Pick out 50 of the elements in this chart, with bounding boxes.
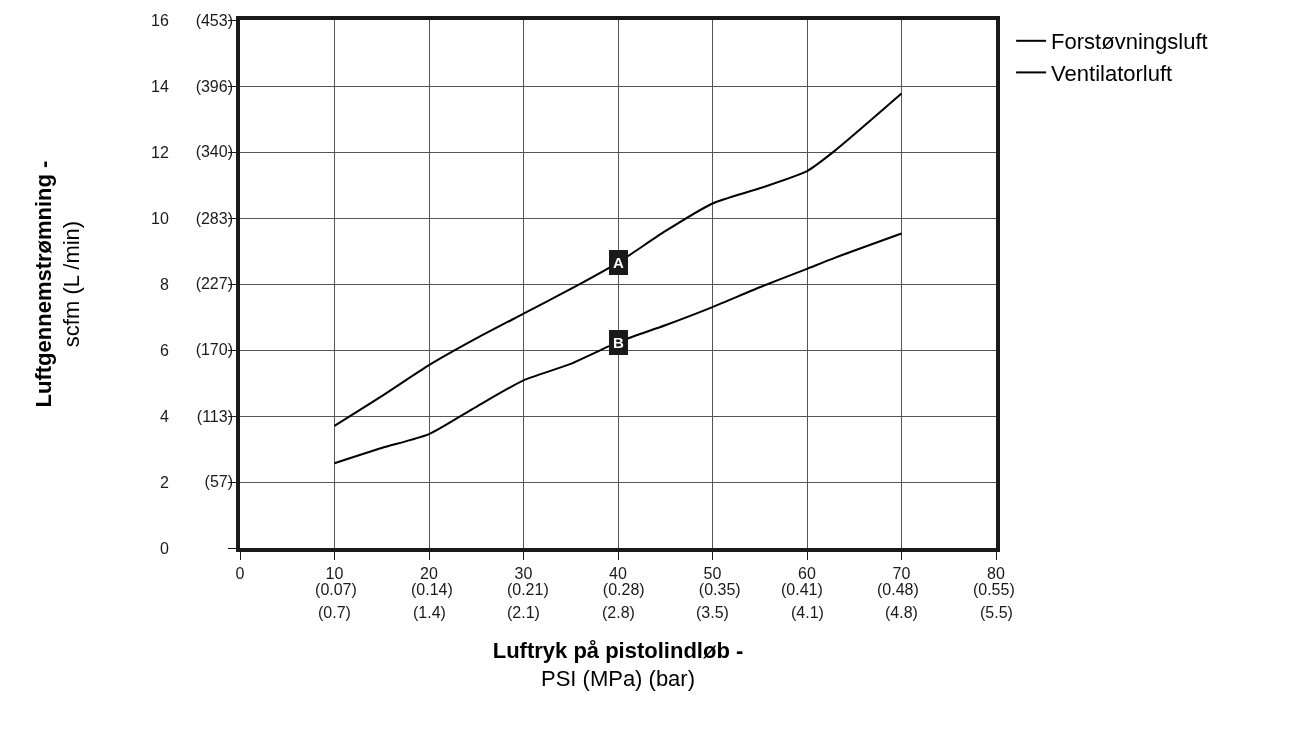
y-tick-label: 10 [151, 209, 169, 227]
y2-tick-label: (340) [195, 143, 233, 161]
legend-label: Ventilatorluft [1051, 60, 1173, 86]
y-axis-title: Luftgennemstrømning - scfm (L /min) [30, 160, 85, 408]
x2-tick-label: (0.07) [315, 581, 357, 598]
x-axis-title: Luftryk på pistolindløb - PSI (MPa) (bar) [492, 637, 744, 692]
x-tick-label: 30 [514, 565, 533, 583]
x2-tick-label: (0.14) [410, 581, 453, 598]
y2-tick-label: (227) [195, 275, 233, 293]
text: (5.5) [980, 604, 1013, 621]
y-tick-label: 8 [159, 275, 169, 293]
x2-tick-label: (0.41) [781, 581, 823, 598]
x-tick-label: 0 [235, 565, 245, 583]
line-series [333, 92, 903, 427]
x-tick-label: 40 [609, 565, 627, 583]
y2-tick-label: (283) [195, 209, 233, 227]
x2-tick-label: (0.55) [972, 581, 1015, 598]
legend-label: Forstøvningsluft [1051, 29, 1208, 55]
text: (3.5) [696, 604, 729, 621]
y2-tick-label: (57) [204, 473, 233, 491]
x-tick-label: 50 [703, 565, 722, 583]
x-tick-label: 70 [892, 565, 911, 583]
text: (4.1) [791, 604, 824, 621]
x-tick-label: 60 [798, 565, 816, 583]
x2-tick-label: (0.48) [876, 581, 919, 598]
y2-tick-label: (170) [195, 341, 233, 359]
y-tick-label: 12 [151, 143, 169, 161]
line-series [333, 232, 903, 465]
x2-tick-label: (0.21) [506, 581, 549, 598]
y-tick-label: 14 [151, 77, 169, 95]
y2-tick-label: (113) [196, 407, 233, 425]
y-tick-label: 4 [159, 407, 169, 425]
y-tick-label: 2 [159, 473, 169, 491]
annotation: A [613, 254, 624, 271]
x2-tick-label: (0.28) [602, 581, 645, 598]
y2-tick-label: (453) [195, 11, 233, 29]
text: (4.8) [885, 604, 918, 621]
x-tick-label: 80 [987, 565, 1005, 583]
y-tick-label: 0 [159, 539, 169, 557]
y-tick-label: 6 [159, 341, 169, 359]
annotation: B [613, 334, 624, 351]
text: (2.8) [602, 604, 635, 621]
text: (2.1) [507, 604, 540, 621]
y-tick-label: 16 [151, 11, 169, 29]
y2-tick-label: (396) [195, 78, 233, 96]
text: (1.4) [413, 604, 446, 621]
x-tick-label: 10 [325, 565, 344, 583]
x-tick-label: 20 [420, 565, 438, 583]
x2-tick-label: (0.35) [698, 581, 741, 598]
text: (0.7) [318, 604, 351, 621]
